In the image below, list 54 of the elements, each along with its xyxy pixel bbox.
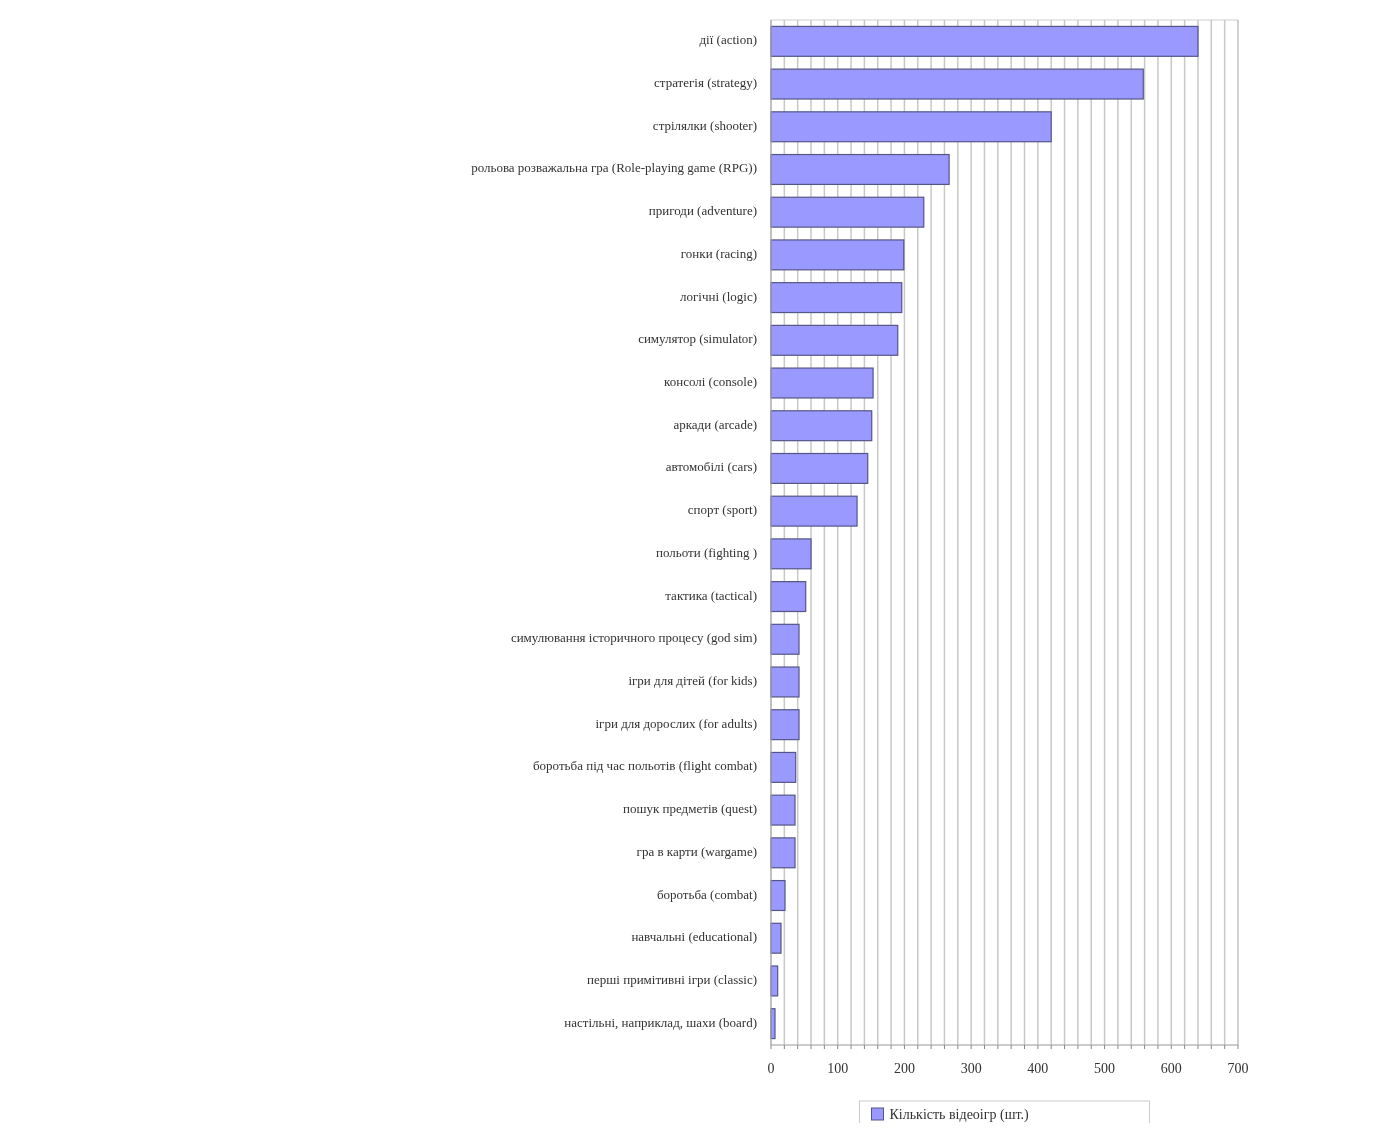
y-tick-label: стрілялки (shooter)	[652, 117, 757, 133]
bar	[770, 68, 1144, 100]
y-tick-label: консолі (console)	[664, 374, 757, 390]
x-tick-label: 200	[893, 1061, 915, 1076]
bar	[770, 794, 796, 826]
x-tick-label: 300	[960, 1061, 982, 1076]
x-tick-label: 0	[767, 1061, 775, 1076]
y-tick-label: симулювання історичного процесу (god sim)	[510, 630, 757, 646]
x-tick-label: 600	[1160, 1061, 1182, 1076]
bar	[770, 367, 874, 399]
bar	[770, 324, 899, 356]
legend-label: Кількість відеоігр (шт.)	[889, 1107, 1029, 1123]
bar	[770, 153, 950, 186]
bar	[770, 282, 903, 314]
y-tick-label: настільні, наприклад, шахи (board)	[564, 1014, 757, 1030]
y-tick-label: ігри для дорослих (for adults)	[595, 715, 757, 731]
x-tick-label: 100	[827, 1061, 849, 1076]
bar	[770, 666, 800, 698]
bar	[770, 879, 786, 912]
y-tick-label: пошук предметів (quest)	[623, 801, 757, 817]
y-tick-label: гра в карти (wargame)	[636, 843, 757, 859]
bar	[770, 538, 812, 570]
bar	[770, 495, 858, 527]
y-tick-label: автомобілі (cars)	[665, 459, 757, 475]
y-tick-label: рольова розважальна гра (Role-playing game (RPG))	[471, 160, 757, 176]
y-tick-label: навчальні (educational)	[631, 929, 757, 945]
y-tick-label: стратегія (strategy)	[654, 75, 757, 91]
x-tick-label: 400	[1027, 1061, 1049, 1076]
y-tick-label: дії (action)	[699, 32, 757, 48]
y-tick-label: польоти (fighting )	[656, 544, 757, 560]
bar	[770, 410, 873, 442]
bar	[770, 581, 807, 613]
bar	[770, 239, 905, 271]
y-tick-label: спорт (sport)	[687, 502, 757, 518]
bar	[770, 623, 800, 655]
x-tick-label: 700	[1227, 1061, 1249, 1076]
y-tick-label: пригоди (adventure)	[648, 203, 757, 219]
bar	[770, 196, 925, 228]
x-tick-label: 500	[1094, 1061, 1116, 1076]
y-tick-label: симулятор (simulator)	[638, 331, 757, 347]
y-tick-label: ігри для дітей (for kids)	[628, 672, 757, 688]
y-tick-label: логічні (logic)	[680, 288, 757, 304]
y-tick-label: перші примітивні ігри (classic)	[587, 971, 757, 987]
y-tick-label: боротьба (combat)	[656, 886, 757, 902]
y-tick-label: аркади (arcade)	[673, 416, 757, 432]
bar	[770, 751, 797, 783]
y-tick-label: тактика (tactical)	[665, 587, 757, 603]
bar	[770, 709, 800, 741]
bar	[770, 111, 1052, 143]
y-tick-label: гонки (racing)	[680, 245, 757, 261]
bar	[770, 452, 869, 484]
bar	[770, 25, 1199, 57]
y-tick-label: боротьба під час польотів (flight combat)	[533, 758, 757, 774]
bar	[770, 837, 796, 869]
